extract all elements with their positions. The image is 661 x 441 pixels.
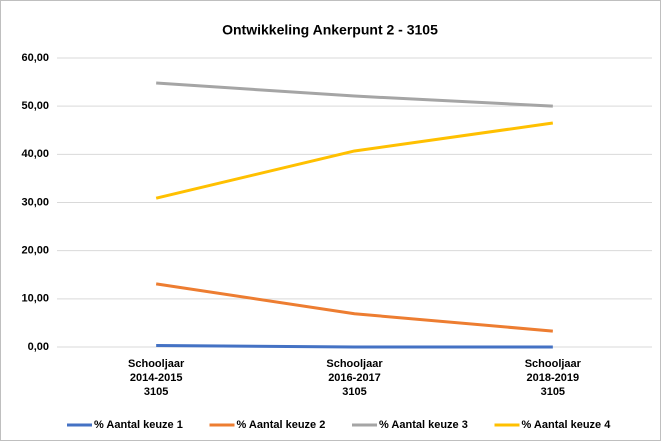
series-line <box>156 344 553 349</box>
x-tick-label: Schooljaar 2014-2015 3105 <box>128 358 185 398</box>
chart-title: Ontwikkeling Ankerpunt 2 - 3105 <box>222 22 438 38</box>
legend-label: % Aantal keuze 2 <box>237 419 326 431</box>
legend-label: % Aantal keuze 3 <box>379 419 468 431</box>
x-tick-label: Schooljaar 2018-2019 3105 <box>525 358 582 398</box>
y-tick-label: 30,00 <box>21 196 49 208</box>
y-tick-label: 20,00 <box>21 245 49 257</box>
legend-label: % Aantal keuze 1 <box>94 419 183 431</box>
series-line <box>156 81 553 108</box>
y-tick-label: 40,00 <box>21 148 49 160</box>
series-line <box>155 282 553 333</box>
x-tick-label: Schooljaar 2016-2017 3105 <box>326 358 383 398</box>
y-tick-label: 60,00 <box>21 52 49 64</box>
y-tick-label: 10,00 <box>21 293 49 305</box>
y-tick-label: 0,00 <box>28 341 49 353</box>
y-tick-label: 50,00 <box>21 100 49 112</box>
series-line <box>155 121 554 200</box>
legend-label: % Aantal keuze 4 <box>522 419 612 431</box>
